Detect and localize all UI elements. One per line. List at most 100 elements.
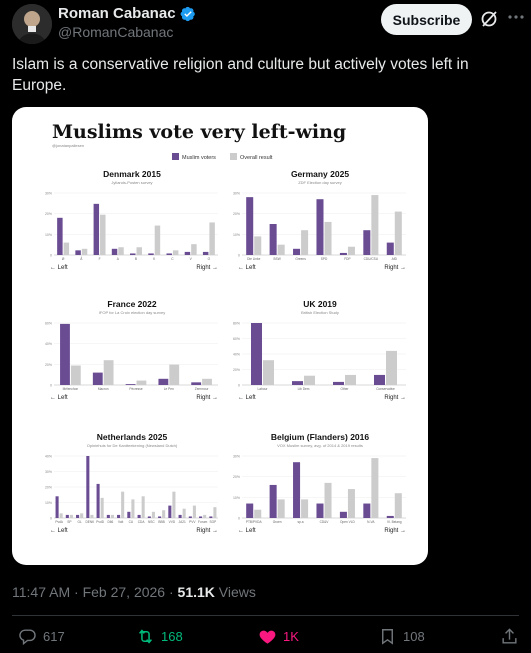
avatar[interactable]	[12, 4, 52, 44]
x-tick-label: PTB/PVDA	[246, 520, 263, 524]
bar-muslim	[111, 248, 118, 255]
bar-overall	[202, 378, 212, 385]
chart-subtitle: Opiniehuis for De Kantteekening (Newslan…	[87, 443, 178, 448]
bar-overall	[304, 375, 315, 385]
bar-muslim	[60, 323, 70, 385]
right-arrow-label: Right →	[196, 265, 218, 271]
share-button[interactable]	[500, 627, 519, 646]
bar-overall	[100, 214, 106, 255]
x-tick-label: JA21	[178, 520, 185, 524]
bar-overall	[324, 221, 332, 255]
x-tick-label: SP	[67, 520, 71, 524]
y-tick-label: 20%	[45, 363, 52, 367]
y-tick-label: 80%	[233, 322, 240, 326]
y-tick-label: 0	[238, 254, 240, 258]
bar-overall	[213, 507, 217, 518]
tweet-image[interactable]: Muslims vote very left-wing @jonatanpall…	[12, 107, 428, 565]
bar-muslim	[209, 516, 213, 518]
chart-title: Germany 2025	[291, 169, 349, 179]
x-tick-label: K	[153, 257, 156, 261]
bar-overall	[162, 510, 166, 518]
chart-title: Belgium (Flanders) 2016	[271, 432, 370, 442]
y-tick-label: 20%	[45, 212, 52, 216]
author-display-name[interactable]: Roman Cabanac	[58, 5, 176, 22]
bar-muslim	[178, 514, 182, 518]
x-tick-label: DENK	[85, 520, 95, 524]
x-tick-label: B	[135, 257, 137, 261]
bar-overall	[347, 246, 355, 255]
chart-title: France 2022	[107, 299, 156, 309]
x-tick-label: PvdD	[96, 520, 104, 524]
author-handle[interactable]: @RomanCabanac	[58, 24, 174, 40]
bar-overall	[254, 236, 262, 255]
y-tick-label: 30%	[233, 455, 240, 459]
legend-overall-label: Overall result	[240, 155, 273, 161]
bar-overall	[70, 365, 81, 385]
y-tick-label: 20%	[233, 475, 240, 479]
repost-button[interactable]: 168	[136, 627, 183, 646]
bar-muslim	[363, 230, 371, 255]
y-tick-label: 10%	[233, 496, 240, 500]
x-tick-label: Lib Dem	[298, 387, 310, 391]
reply-icon	[19, 629, 36, 646]
grok-icon[interactable]	[479, 9, 499, 29]
bar-muslim	[374, 374, 385, 385]
bar-muslim	[125, 384, 136, 385]
bar-overall	[301, 499, 309, 518]
bar-overall	[136, 380, 147, 385]
legend-muslim-label: Muslim voters	[182, 155, 216, 161]
bar-muslim	[191, 382, 202, 385]
bar-overall	[169, 364, 180, 385]
bar-overall	[69, 514, 73, 518]
like-button[interactable]: 1K	[258, 627, 299, 646]
bar-muslim	[386, 515, 394, 518]
heart-icon	[259, 630, 276, 644]
bar-muslim	[251, 323, 262, 385]
bar-overall	[203, 514, 207, 518]
bar-muslim	[339, 252, 347, 255]
x-tick-label: PvdA	[55, 520, 63, 524]
x-tick-label: Zemmour	[195, 387, 210, 391]
y-tick-label: 0	[50, 254, 52, 258]
bar-muslim	[269, 484, 277, 518]
y-tick-label: 40%	[45, 455, 52, 459]
x-tick-label: D66	[107, 520, 113, 524]
more-options-icon[interactable]	[507, 8, 525, 31]
x-tick-label: V	[190, 257, 193, 261]
bar-overall	[172, 250, 179, 255]
bookmark-button[interactable]: 108	[378, 627, 425, 646]
right-arrow-label: Right →	[384, 395, 406, 401]
x-tick-label: CD&V	[320, 520, 330, 524]
tweet-header: Roman Cabanac @RomanCabanac Subscribe	[12, 2, 524, 44]
chart-title: Denmark 2015	[103, 169, 161, 179]
x-tick-label: Open VLD	[340, 520, 356, 524]
bar-overall	[386, 350, 397, 385]
bar-overall	[371, 195, 379, 255]
bar-overall	[63, 242, 70, 255]
x-tick-label: Å	[80, 256, 83, 261]
bar-muslim	[184, 251, 191, 255]
tweet-date[interactable]: Feb 27, 2026	[82, 584, 166, 600]
subscribe-button[interactable]: Subscribe	[381, 4, 472, 35]
bar-overall	[192, 505, 196, 518]
x-tick-label: Die Linke	[247, 257, 261, 261]
tweet-time[interactable]: 11:47 AM	[12, 584, 71, 600]
bar-overall	[394, 211, 402, 255]
bookmark-icon	[382, 629, 393, 645]
x-tick-label: Mélenchon	[63, 387, 79, 391]
left-arrow-label: ← Left	[238, 395, 256, 401]
chart-subtitle: ZDF Election day survey	[298, 180, 342, 185]
x-tick-label: Forum	[198, 520, 208, 524]
reply-button[interactable]: 617	[18, 627, 65, 646]
x-tick-label: VVD	[169, 520, 176, 524]
x-tick-label: Other	[341, 387, 350, 391]
y-tick-label: 0	[238, 517, 240, 521]
x-tick-label: N-VA	[367, 520, 375, 524]
bar-muslim	[363, 503, 371, 518]
share-icon	[502, 628, 517, 644]
